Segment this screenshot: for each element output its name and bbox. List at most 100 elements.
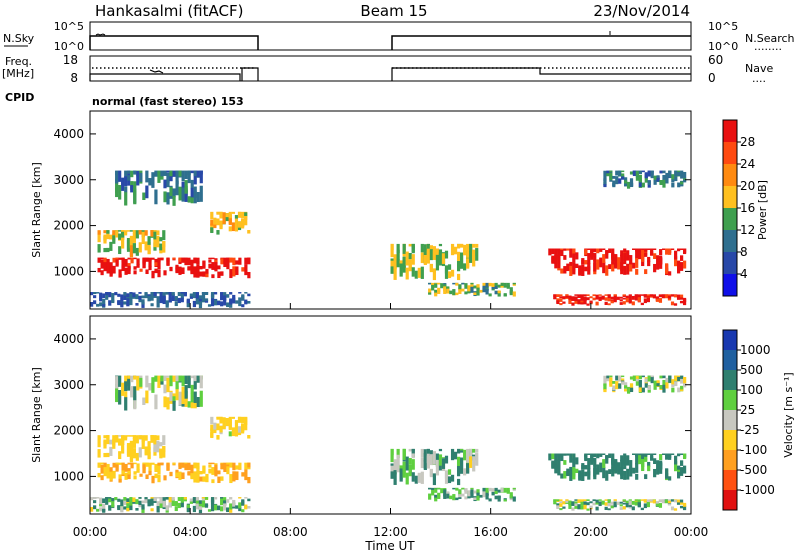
power-echo-cell <box>624 180 628 184</box>
velocity-echo-cell <box>166 375 170 378</box>
power-echo-cell <box>467 285 471 292</box>
velocity-echo-cell <box>470 487 474 490</box>
power-echo-cell <box>584 249 588 255</box>
velocity-echo-cell <box>112 470 116 479</box>
velocity-echo-cell <box>220 476 224 481</box>
power-echo-cell <box>638 170 642 175</box>
velocity-echo-cell <box>405 456 409 471</box>
velocity-echo-cell <box>157 375 161 388</box>
velocity-echo-cell <box>458 492 462 498</box>
power-echo-cell <box>580 300 584 303</box>
power-echo-cell <box>247 301 251 304</box>
power-echo-cell <box>129 245 134 258</box>
velocity-echo-cell <box>461 493 465 497</box>
velocity-echo-cell <box>241 509 245 513</box>
velocity-echo-cell <box>238 497 242 499</box>
velocity-echo-cell <box>123 506 127 510</box>
power-echo-cell <box>196 257 200 265</box>
power-echo-cell <box>211 262 215 270</box>
power-echo-cell <box>111 293 115 297</box>
power-echo-cell <box>650 170 654 179</box>
velocity-echo-cell <box>637 499 641 503</box>
power-echo-cell <box>100 257 104 260</box>
velocity-echo-cell <box>402 461 406 475</box>
velocity-echo-cell <box>126 507 130 512</box>
power-echo-cell <box>223 292 227 298</box>
power-echo-cell <box>210 292 215 299</box>
power-echo-cell <box>241 294 245 301</box>
power-echo-cell <box>121 265 125 270</box>
velocity-echo-cell <box>150 498 154 506</box>
power-echo-cell <box>192 292 197 294</box>
velocity-echo-cell <box>136 376 140 391</box>
power-echo-cell <box>118 185 122 200</box>
power-echo-cell <box>553 295 557 299</box>
power-echo-cell <box>118 273 122 278</box>
power-echo-cell <box>665 263 669 274</box>
velocity-echo-cell <box>172 375 176 382</box>
power-echo-cell <box>637 294 641 298</box>
velocity-echo-cell <box>623 453 627 458</box>
power-echo-cell <box>603 178 607 186</box>
power-echo-cell <box>157 261 161 270</box>
power-echo-cell <box>217 271 221 279</box>
power-echo-cell <box>187 196 191 203</box>
power-echo-cell <box>586 297 590 301</box>
power-echo-cell <box>429 249 433 261</box>
power-echo-cell <box>207 304 212 307</box>
nsky-trace <box>89 35 691 50</box>
velocity-echo-cell <box>117 505 121 511</box>
power-echo-cell <box>644 248 648 256</box>
velocity-echo-cell <box>658 503 663 508</box>
power-echo-cell <box>644 173 648 178</box>
velocity-echo-cell <box>226 462 230 465</box>
velocity-echo-cell <box>198 500 203 508</box>
velocity-echo-cell <box>647 461 651 467</box>
power-echo-cell <box>208 257 212 260</box>
velocity-echo-cell <box>670 506 675 511</box>
velocity-echo-cell <box>154 375 158 382</box>
power-echo-cell <box>190 267 194 275</box>
power-echo-cell <box>226 257 230 261</box>
power-colorbar-tick-label: 20 <box>740 179 755 193</box>
power-echo-cell <box>178 266 182 275</box>
velocity-echo-cell <box>154 467 158 471</box>
velocity-echo-cell <box>491 488 495 493</box>
velocity-echo-cell <box>166 397 170 410</box>
velocity-echo-cell <box>656 383 660 387</box>
power-colorbar-swatch <box>723 274 737 297</box>
power-echo-cell <box>208 263 212 269</box>
power-echo-cell <box>612 180 616 186</box>
power-echo-cell <box>193 186 197 198</box>
power-echo-cell <box>238 292 242 294</box>
velocity-echo-cell <box>580 499 584 502</box>
velocity-echo-cell <box>124 472 128 480</box>
power-echo-cell <box>244 292 248 294</box>
velocity-echo-cell <box>682 502 687 507</box>
velocity-echo-cell <box>217 470 221 475</box>
velocity-echo-cell <box>674 455 678 465</box>
power-echo-cell <box>578 269 582 275</box>
velocity-echo-cell <box>124 396 128 411</box>
power-echo-cell <box>121 177 125 191</box>
velocity-echo-cell <box>614 462 618 474</box>
velocity-echo-cell <box>646 502 650 508</box>
velocity-echo-cell <box>610 505 614 509</box>
velocity-echo-cell <box>607 502 611 507</box>
power-echo-cell <box>159 243 163 251</box>
x-tick-label: 16:00 <box>473 525 508 539</box>
velocity-colorbar-tick-label: -500 <box>740 463 767 477</box>
velocity-echo-cell <box>232 475 236 482</box>
power-echo-cell <box>190 170 194 174</box>
velocity-echo-cell <box>192 497 197 499</box>
velocity-echo-cell <box>118 390 122 405</box>
velocity-echo-cell <box>599 462 603 473</box>
power-echo-cell <box>554 248 558 257</box>
power-echo-cell <box>126 230 131 232</box>
velocity-echo-cell <box>199 375 203 389</box>
velocity-echo-cell <box>181 462 185 468</box>
velocity-echo-cell <box>460 448 464 451</box>
power-echo-cell <box>571 296 575 300</box>
power-echo-cell <box>115 230 119 238</box>
power-echo-cell <box>196 264 200 272</box>
